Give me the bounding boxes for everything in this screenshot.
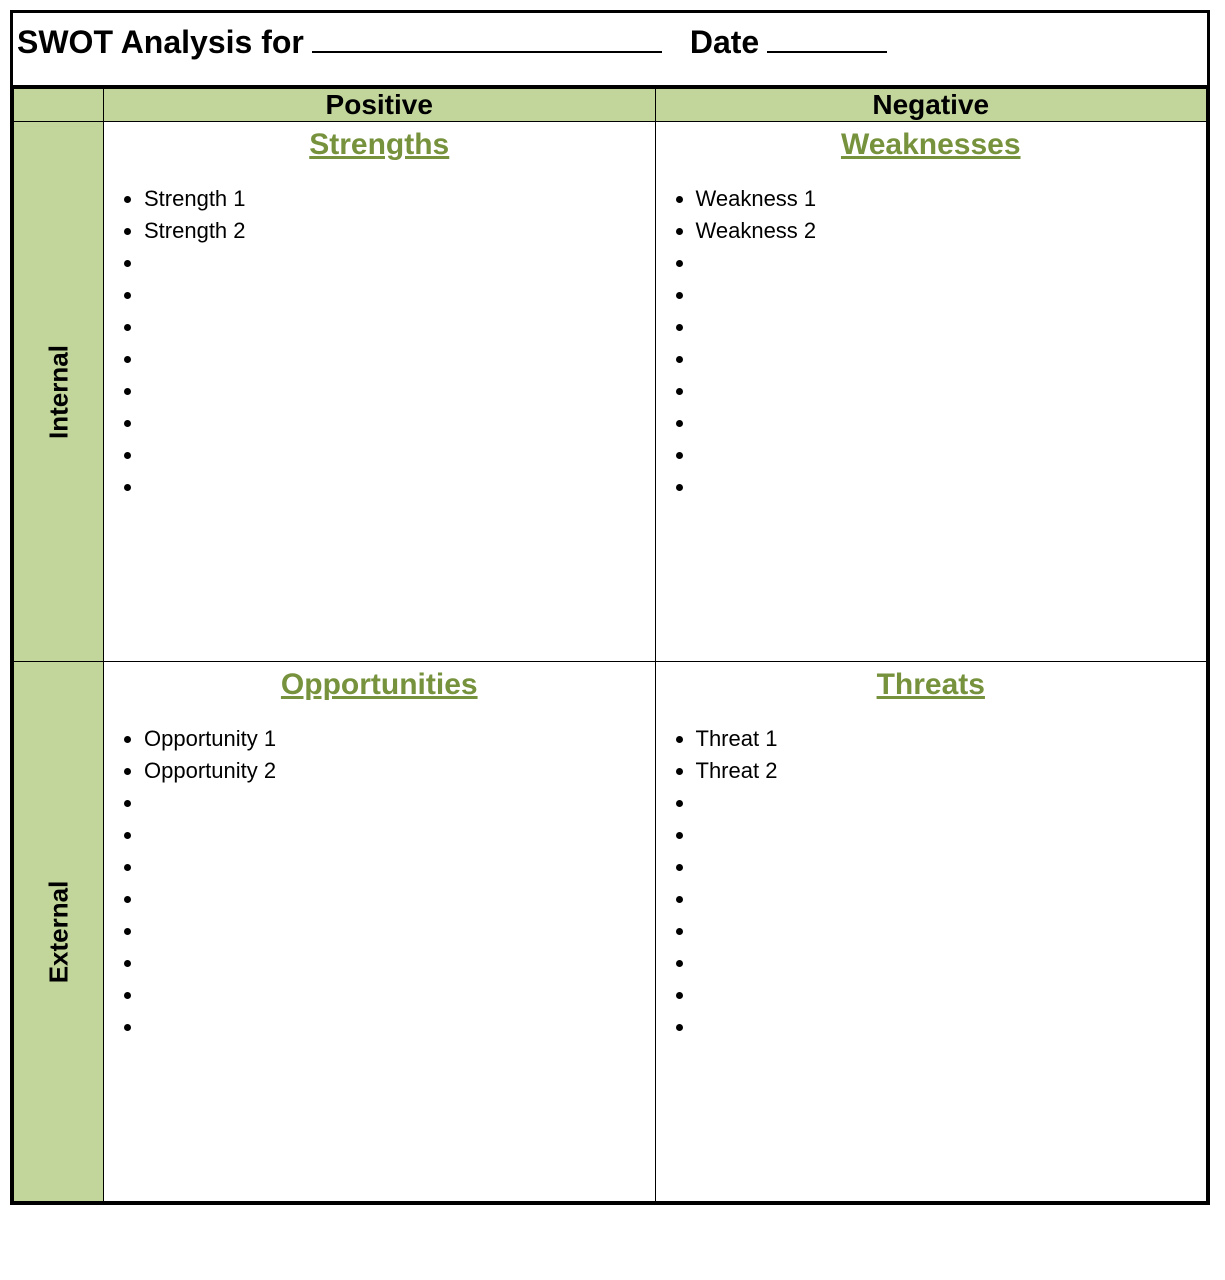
list-item[interactable]: Opportunity 2: [144, 758, 655, 784]
list-item[interactable]: [696, 378, 1207, 404]
list-item[interactable]: Weakness 2: [696, 218, 1207, 244]
list-item[interactable]: [144, 250, 655, 276]
list-item[interactable]: [696, 918, 1207, 944]
list-item[interactable]: [696, 854, 1207, 880]
list-item[interactable]: [696, 822, 1207, 848]
title-prefix: SWOT Analysis for: [17, 24, 304, 61]
list-item[interactable]: [144, 854, 655, 880]
list-item[interactable]: [696, 982, 1207, 1008]
list-item[interactable]: [144, 378, 655, 404]
list-item[interactable]: [144, 822, 655, 848]
quadrant-weaknesses: Weaknesses Weakness 1 Weakness 2: [655, 122, 1207, 662]
corner-cell: [14, 89, 104, 122]
title-date-blank[interactable]: [767, 21, 887, 53]
side-internal-label: Internal: [43, 345, 74, 439]
opportunities-title: Opportunities: [104, 668, 655, 702]
strengths-title: Strengths: [104, 128, 655, 162]
opportunities-list[interactable]: Opportunity 1 Opportunity 2: [104, 726, 655, 1040]
threats-list[interactable]: Threat 1 Threat 2: [656, 726, 1207, 1040]
header-negative: Negative: [655, 89, 1207, 122]
list-item[interactable]: [144, 442, 655, 468]
list-item[interactable]: [144, 950, 655, 976]
external-row: External Opportunities Opportunity 1Oppo…: [14, 662, 1207, 1202]
list-item[interactable]: [144, 1014, 655, 1040]
title-subject-blank[interactable]: [312, 21, 662, 53]
side-external: External: [14, 662, 104, 1202]
list-item[interactable]: [696, 442, 1207, 468]
strengths-list[interactable]: Strength 1 Strength 2: [104, 186, 655, 500]
list-item[interactable]: [144, 918, 655, 944]
weaknesses-title: Weaknesses: [656, 128, 1207, 162]
list-item[interactable]: [696, 474, 1207, 500]
side-internal: Internal: [14, 122, 104, 662]
list-item[interactable]: [144, 790, 655, 816]
list-item[interactable]: [696, 314, 1207, 340]
list-item[interactable]: Weakness 1: [696, 186, 1207, 212]
quadrant-strengths: Strengths Strength 1 Strength 2: [104, 122, 656, 662]
list-item[interactable]: [144, 886, 655, 912]
list-item[interactable]: [696, 886, 1207, 912]
list-item[interactable]: Opportunity 1: [144, 726, 655, 752]
threats-title: Threats: [656, 668, 1207, 702]
quadrant-threats: Threats Threat 1 Threat 2: [655, 662, 1207, 1202]
list-item[interactable]: [696, 282, 1207, 308]
quadrant-opportunities: Opportunities Opportunity 1 Opportunity 2: [104, 662, 656, 1202]
list-item[interactable]: [144, 282, 655, 308]
list-item[interactable]: Threat 1: [696, 726, 1207, 752]
list-item[interactable]: [144, 982, 655, 1008]
swot-container: SWOT Analysis for Date Positive Negative…: [10, 10, 1210, 1205]
internal-row: Internal Strengths Strength 1Strength 2 …: [14, 122, 1207, 662]
title-row: SWOT Analysis for Date: [13, 13, 1207, 88]
side-external-label: External: [43, 880, 74, 983]
list-item[interactable]: [696, 1014, 1207, 1040]
list-item[interactable]: [696, 410, 1207, 436]
list-item[interactable]: [144, 474, 655, 500]
list-item[interactable]: [696, 346, 1207, 372]
list-item[interactable]: [696, 250, 1207, 276]
list-item[interactable]: [144, 346, 655, 372]
header-row: Positive Negative: [14, 89, 1207, 122]
list-item[interactable]: Strength 2: [144, 218, 655, 244]
swot-table: Positive Negative Internal Strengths Str…: [13, 88, 1207, 1202]
list-item[interactable]: Threat 2: [696, 758, 1207, 784]
list-item[interactable]: Strength 1: [144, 186, 655, 212]
header-positive: Positive: [104, 89, 656, 122]
list-item[interactable]: [696, 790, 1207, 816]
list-item[interactable]: [144, 410, 655, 436]
weaknesses-list[interactable]: Weakness 1 Weakness 2: [656, 186, 1207, 500]
title-date-label: Date: [690, 24, 759, 61]
list-item[interactable]: [144, 314, 655, 340]
list-item[interactable]: [696, 950, 1207, 976]
